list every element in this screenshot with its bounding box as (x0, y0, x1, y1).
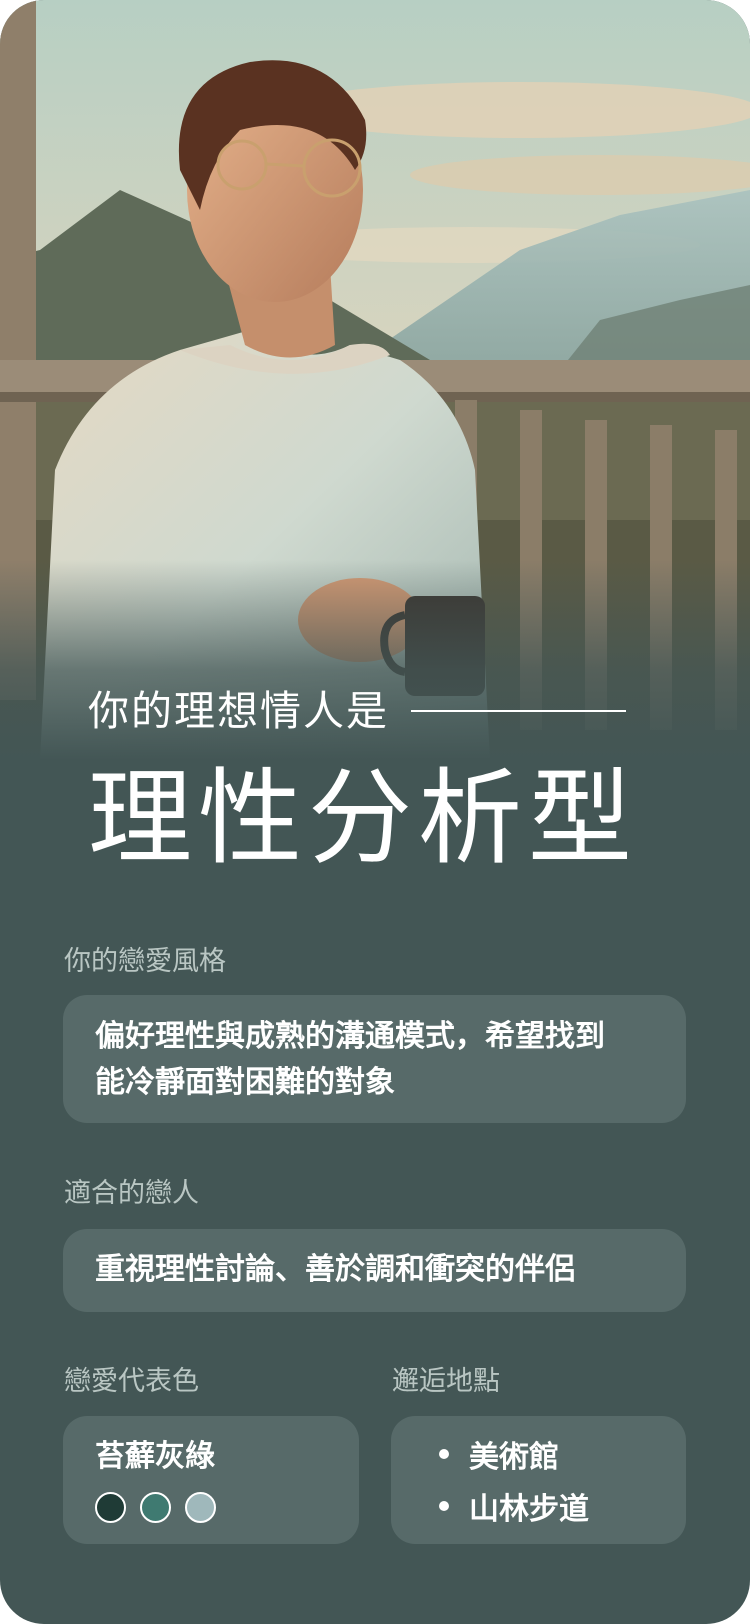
love-style-label: 你的戀愛風格 (64, 946, 226, 977)
hero-fade-overlay (0, 560, 750, 760)
place-list: 美術館 山林步道 (439, 1428, 638, 1532)
color-swatch-3 (185, 1492, 216, 1523)
place-panel: 美術館 山林步道 (391, 1416, 686, 1544)
place-item: 山林步道 (439, 1480, 638, 1532)
result-type-title: 理性分析型 (88, 757, 639, 879)
bullet-icon (439, 1501, 449, 1511)
match-panel: 重視理性討論、善於調和衝突的伴侶 (63, 1229, 686, 1312)
color-swatches (95, 1492, 327, 1523)
love-style-panel: 偏好理性與成熟的溝通模式，希望找到 能冷靜面對困難的對象 (63, 995, 686, 1123)
color-panel: 苔蘚灰綠 (63, 1416, 359, 1544)
eyebrow-divider (411, 710, 626, 712)
place-item-label: 山林步道 (469, 1492, 589, 1527)
color-swatch-2 (140, 1492, 171, 1523)
color-swatch-1 (95, 1492, 126, 1523)
love-style-line-2: 能冷靜面對困難的對象 (95, 1065, 395, 1100)
love-style-line-1: 偏好理性與成熟的溝通模式，希望找到 (95, 1019, 605, 1054)
match-label: 適合的戀人 (64, 1178, 199, 1209)
match-text: 重視理性討論、善於調和衝突的伴侶 (95, 1252, 575, 1287)
result-eyebrow: 你的理想情人是 (88, 686, 389, 735)
color-label: 戀愛代表色 (64, 1366, 199, 1397)
place-item-label: 美術館 (469, 1440, 559, 1475)
place-label: 邂逅地點 (392, 1366, 500, 1397)
result-eyebrow-row: 你的理想情人是 (88, 683, 688, 739)
place-item: 美術館 (439, 1428, 638, 1480)
bullet-icon (439, 1449, 449, 1459)
color-name: 苔蘚灰綠 (95, 1439, 215, 1474)
